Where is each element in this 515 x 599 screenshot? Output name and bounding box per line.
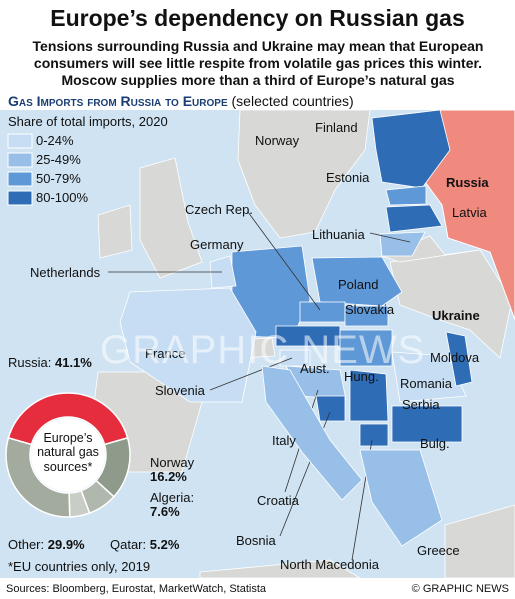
title: Europe’s dependency on Russian gas [50,5,465,31]
legend-swatch [7,171,33,187]
country [385,185,427,206]
legend-label: 0-24% [36,133,74,148]
legend-label: 50-79% [36,171,81,186]
country-label: Czech Rep. [185,202,253,217]
country-label: Lithuania [312,227,365,242]
country [279,349,311,367]
country [209,255,237,289]
donut-callout: Norway 16.2% [150,455,195,485]
country [359,423,389,447]
leader-line [369,232,411,243]
uk [139,157,203,279]
legend-swatch [7,152,33,168]
country-label: Italy [272,433,296,448]
country [119,287,257,403]
country-label: Serbia [402,397,440,412]
country [261,365,363,501]
country-label: Slovakia [345,302,395,317]
country [344,305,389,327]
value-label: 41.1% [54,355,92,370]
donut-center-label: Europe’s natural gas sources* [37,431,99,474]
value-label: 5.2% [149,537,180,552]
category-label: Norway [150,455,195,470]
country [299,301,346,323]
country-label: Moldova [430,350,480,365]
country-label: Bulg. [420,436,450,451]
country-label: Poland [338,277,379,292]
map-heading: Gas Imports from Russia to Europe [8,93,228,109]
leader-line [209,357,293,391]
country [359,449,443,547]
category-label: Qatar: [110,537,147,552]
value-label: 16.2% [150,469,187,485]
donut-hole [31,418,105,492]
leader-line [247,211,321,311]
ireland [97,204,133,259]
country-label: Greece [417,543,460,558]
legend-swatch [7,133,33,149]
category-label: Russia: [8,355,52,370]
country [349,369,389,422]
legend-swatch [7,190,33,206]
country-label: Ukraine [432,308,480,323]
donut-callout: Other: 29.9% [8,537,85,552]
country-label: Aust. [300,361,330,376]
country-label: Croatia [257,493,299,508]
country [385,204,443,233]
legend-label: 25-49% [36,152,81,167]
donut-callout: Qatar: 5.2% [110,537,180,552]
country-label: Bosnia [236,533,276,548]
country [339,329,393,367]
donut-callout: Algeria: 7.6% [150,490,195,520]
credit: © GRAPHIC NEWS [411,583,509,595]
donut-segment [5,436,71,518]
map-heading-note: (selected countries) [231,93,354,109]
country-label: Romania [400,376,453,391]
country-label: Slovenia [155,383,205,398]
category-label: Other: [8,537,45,552]
donut-callout: Russia: 41.1% [8,355,92,370]
turkey [444,504,515,579]
country [315,395,346,422]
country-label: North Macedonia [280,557,379,572]
country [391,351,467,403]
map-heading-row: Gas Imports from Russia to Europe (selec… [8,93,354,109]
country-label: Netherlands [30,265,101,280]
country [391,405,463,443]
north-africa [199,559,362,579]
scandinavia [237,109,371,239]
country-label: Latvia [452,205,487,220]
country-label: Norway [255,133,300,148]
value-label: 7.6% [150,504,180,520]
donut-segment [7,392,129,446]
country-label: Germany [190,237,244,252]
category-label: Algeria: [150,490,195,505]
country [445,331,473,387]
ukraine [389,249,513,359]
value-label: 29.9% [47,537,85,552]
country [311,256,403,307]
country-label: France [145,346,186,361]
sources: Sources: Bloomberg, Eurostat, MarketWatc… [6,583,267,595]
country-label: Finland [315,120,358,135]
legend-label: 80-100% [36,190,89,205]
country-label: Estonia [326,170,370,185]
country-label: Hung. [344,369,379,384]
legend-title: Share of total imports, 2020 [8,114,168,129]
watermark: GRAPHIC NEWS [100,328,426,372]
country-label: Russia [446,175,489,190]
subtitle: Tensions surrounding Russia and Ukraine … [32,38,484,88]
footnote: *EU countries only, 2019 [8,559,151,574]
